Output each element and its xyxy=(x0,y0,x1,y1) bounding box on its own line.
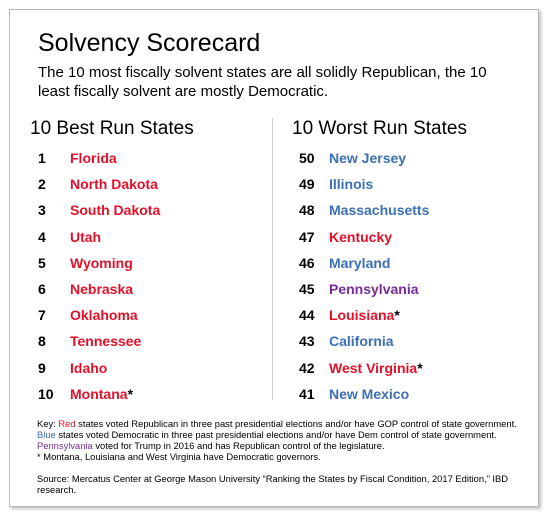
rank-number: 7 xyxy=(38,307,46,324)
rank-number: 44 xyxy=(299,307,315,324)
state-name: Montana xyxy=(70,385,128,402)
state-name: Louisiana xyxy=(329,307,395,324)
best-run-row: 5 Wyoming xyxy=(30,250,194,276)
state-name: Utah xyxy=(70,228,102,245)
rank-number: 48 xyxy=(299,202,315,219)
worst-run-row: 50 New Jersey xyxy=(292,145,467,171)
source-note: Source: Mercatus Center at George Mason … xyxy=(37,473,509,495)
rank-number: 50 xyxy=(299,150,315,167)
best-run-row: 6 Nebraska xyxy=(30,276,194,302)
rank-number: 2 xyxy=(38,176,46,193)
rank-number: 9 xyxy=(38,359,46,376)
state-name: Tennessee xyxy=(70,333,142,350)
state-name: Illinois xyxy=(329,176,374,193)
rank-number: 3 xyxy=(38,202,46,219)
state-name: Oklahoma xyxy=(70,307,138,324)
governor-asterisk: * xyxy=(394,307,400,324)
rank-number: 42 xyxy=(299,359,315,376)
key-red-text: states voted Republican in three past pr… xyxy=(75,418,517,429)
best-run-row: 4 Utah xyxy=(30,224,194,250)
rank-number: 41 xyxy=(299,385,315,402)
worst-run-list: 50 New Jersey 49 Illinois 48 Massachusetts 47 K… xyxy=(292,145,467,407)
state-name: Wyoming xyxy=(70,254,133,271)
best-run-row: 10 Montana * xyxy=(30,381,194,407)
worst-run-row: 44 Louisiana * xyxy=(292,302,467,328)
state-name: New Jersey xyxy=(329,150,407,167)
state-name: Florida xyxy=(70,150,117,167)
worst-run-heading: 10 Worst Run States xyxy=(292,118,467,139)
state-name: Idaho xyxy=(70,359,108,376)
state-name: Maryland xyxy=(329,254,391,271)
worst-run-row: 49 Illinois xyxy=(292,171,467,197)
worst-run-row: 43 California xyxy=(292,328,467,354)
best-run-column: 10 Best Run States 1 Florida 2 North Dakota… xyxy=(30,118,194,407)
state-name: New Mexico xyxy=(329,385,410,402)
footnotes: Key: Red states voted Republican in thre… xyxy=(37,418,527,495)
key-purple-word: Pennsylvania xyxy=(37,440,93,451)
best-run-list: 1 Florida 2 North Dakota 3 South Dakota 4 Utah 5… xyxy=(30,145,194,407)
rank-number: 10 xyxy=(38,385,54,402)
best-run-row: 8 Tennessee xyxy=(30,328,194,354)
worst-run-row: 41 New Mexico xyxy=(292,381,467,407)
rank-number: 8 xyxy=(38,333,46,350)
state-name: Pennsylvania xyxy=(329,281,419,298)
state-name: North Dakota xyxy=(70,176,158,193)
rank-number: 4 xyxy=(38,228,46,245)
column-divider xyxy=(272,118,273,400)
page-title: Solvency Scorecard xyxy=(38,29,261,57)
worst-run-row: 42 West Virginia * xyxy=(292,355,467,381)
worst-run-row: 46 Maryland xyxy=(292,250,467,276)
rank-number: 49 xyxy=(299,176,315,193)
best-run-row: 3 South Dakota xyxy=(30,197,194,223)
state-name: Nebraska xyxy=(70,281,134,298)
state-name: Kentucky xyxy=(329,228,393,245)
rank-number: 45 xyxy=(299,281,315,298)
rank-number: 1 xyxy=(38,150,46,167)
best-run-heading: 10 Best Run States xyxy=(30,118,194,139)
state-name: West Virginia xyxy=(329,359,418,376)
state-name: California xyxy=(329,333,394,350)
best-run-row: 1 Florida xyxy=(30,145,194,171)
rank-number: 47 xyxy=(299,228,315,245)
subtitle: The 10 most fiscally solvent states are … xyxy=(38,64,487,100)
best-run-row: 7 Oklahoma xyxy=(30,302,194,328)
scorecard-frame xyxy=(9,9,539,507)
governor-asterisk: * xyxy=(417,359,423,376)
key-blue-word: Blue xyxy=(37,429,56,440)
worst-run-row: 48 Massachusetts xyxy=(292,197,467,223)
key-prefix: Key: xyxy=(37,418,59,429)
rank-number: 46 xyxy=(299,254,315,271)
key-text: Key: Red states voted Republican in thre… xyxy=(37,418,527,451)
worst-run-row: 47 Kentucky xyxy=(292,224,467,250)
rank-number: 5 xyxy=(38,254,46,271)
governor-asterisk: * xyxy=(127,385,134,402)
key-red-word: Red xyxy=(58,418,76,429)
rank-number: 6 xyxy=(38,281,46,298)
rank-number: 43 xyxy=(299,333,315,350)
best-run-row: 9 Idaho xyxy=(30,355,194,381)
worst-run-column: 10 Worst Run States 50 New Jersey 49 Illino… xyxy=(292,118,467,407)
key-blue-text: states voted Democratic in three past pr… xyxy=(55,429,497,440)
state-name: South Dakota xyxy=(70,202,161,219)
state-name: Massachusetts xyxy=(329,202,430,219)
governor-footnote: * Montana, Louisiana and West Virginia h… xyxy=(37,451,321,462)
best-run-row: 2 North Dakota xyxy=(30,171,194,197)
key-purple-text: voted for Trump in 2016 and has Republic… xyxy=(92,440,385,451)
worst-run-row: 45 Pennsylvania xyxy=(292,276,467,302)
